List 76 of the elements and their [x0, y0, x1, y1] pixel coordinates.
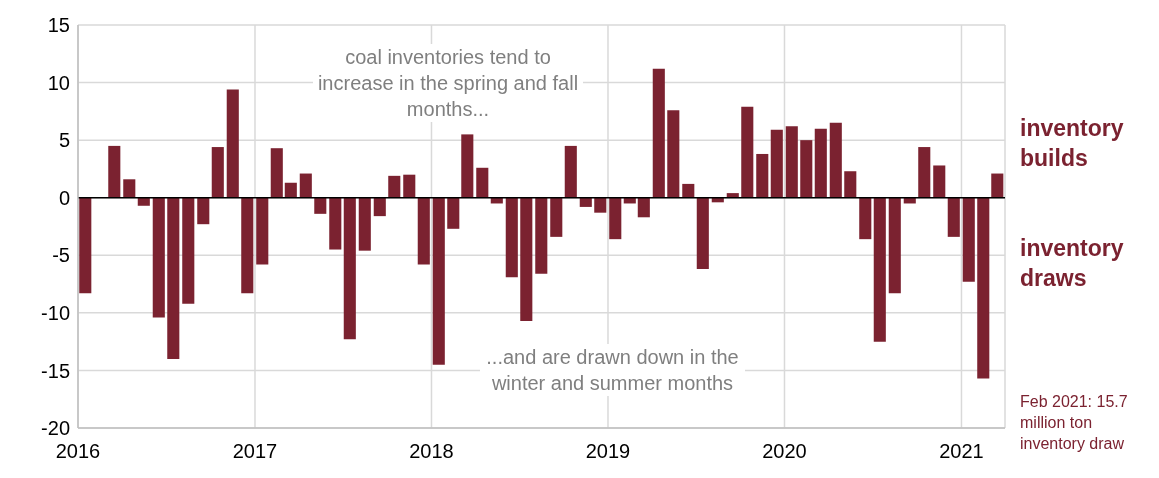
bar — [226, 89, 239, 198]
y-tick-label: -20 — [41, 417, 70, 440]
bar — [652, 68, 665, 198]
x-tick-label: 2021 — [939, 440, 984, 463]
bar — [844, 171, 857, 198]
y-tick-label: 5 — [58, 129, 70, 152]
bar — [579, 197, 592, 207]
bar — [859, 197, 872, 240]
bar — [741, 106, 754, 198]
text: Feb 2021: 15.7 million ton inventory draw — [1020, 392, 1129, 454]
bar — [108, 145, 121, 198]
bar — [447, 197, 460, 229]
y-tick-label: -15 — [41, 359, 70, 382]
bar — [962, 197, 975, 282]
bar — [918, 147, 931, 198]
y-tick-label: 15 — [47, 14, 70, 37]
bar — [358, 197, 371, 251]
bar — [123, 179, 136, 198]
bar — [800, 140, 813, 198]
bar — [314, 197, 327, 214]
annotation: ...and are drawn down in the winter and summer months — [480, 344, 745, 396]
bar — [182, 197, 195, 304]
bar — [461, 134, 474, 198]
bar — [417, 197, 430, 265]
bar — [432, 197, 445, 365]
bar — [991, 173, 1004, 198]
x-tick-label: 2017 — [232, 440, 278, 463]
bar — [299, 173, 312, 198]
x-tick-label: 2019 — [585, 440, 631, 463]
bar — [696, 197, 709, 270]
bar — [888, 197, 901, 294]
bar — [977, 197, 990, 379]
bar — [770, 129, 783, 198]
bar — [785, 126, 798, 198]
bar — [329, 197, 342, 250]
bar — [152, 197, 165, 318]
bar — [505, 197, 518, 278]
y-tick-label: -5 — [52, 244, 70, 267]
y-tick-label: 0 — [58, 186, 70, 209]
bar — [197, 197, 210, 225]
bar — [388, 175, 401, 198]
bar — [594, 197, 607, 213]
bar — [343, 197, 356, 340]
bar — [933, 165, 946, 198]
bar — [167, 197, 180, 359]
bar — [373, 197, 386, 217]
text: inventory draws — [1020, 234, 1125, 293]
bar — [829, 122, 842, 198]
bar — [609, 197, 622, 240]
bar — [564, 145, 577, 198]
y-tick-label: 10 — [47, 71, 70, 94]
bar — [403, 174, 416, 198]
annotation: coal inventories tend to increase in the spring and fall months... — [313, 44, 583, 122]
x-tick-label: 2018 — [409, 440, 454, 463]
y-tick-label: -10 — [41, 301, 70, 324]
bar — [873, 197, 886, 342]
bar — [667, 110, 680, 198]
bar — [137, 197, 150, 206]
bar — [241, 197, 254, 294]
x-tick-label: 2016 — [55, 440, 101, 463]
bar — [814, 128, 827, 198]
bar — [211, 147, 224, 198]
bar — [284, 182, 297, 198]
x-tick-label: 2020 — [762, 440, 807, 463]
bar — [682, 183, 695, 198]
bar — [520, 197, 533, 321]
bar — [270, 148, 283, 198]
bar — [535, 197, 548, 274]
bar — [79, 197, 92, 294]
bar — [476, 167, 489, 198]
text: inventory builds — [1020, 114, 1125, 173]
bar — [756, 153, 769, 198]
bar — [256, 197, 269, 265]
bar — [947, 197, 960, 237]
bar — [637, 197, 650, 218]
bar — [550, 197, 563, 237]
